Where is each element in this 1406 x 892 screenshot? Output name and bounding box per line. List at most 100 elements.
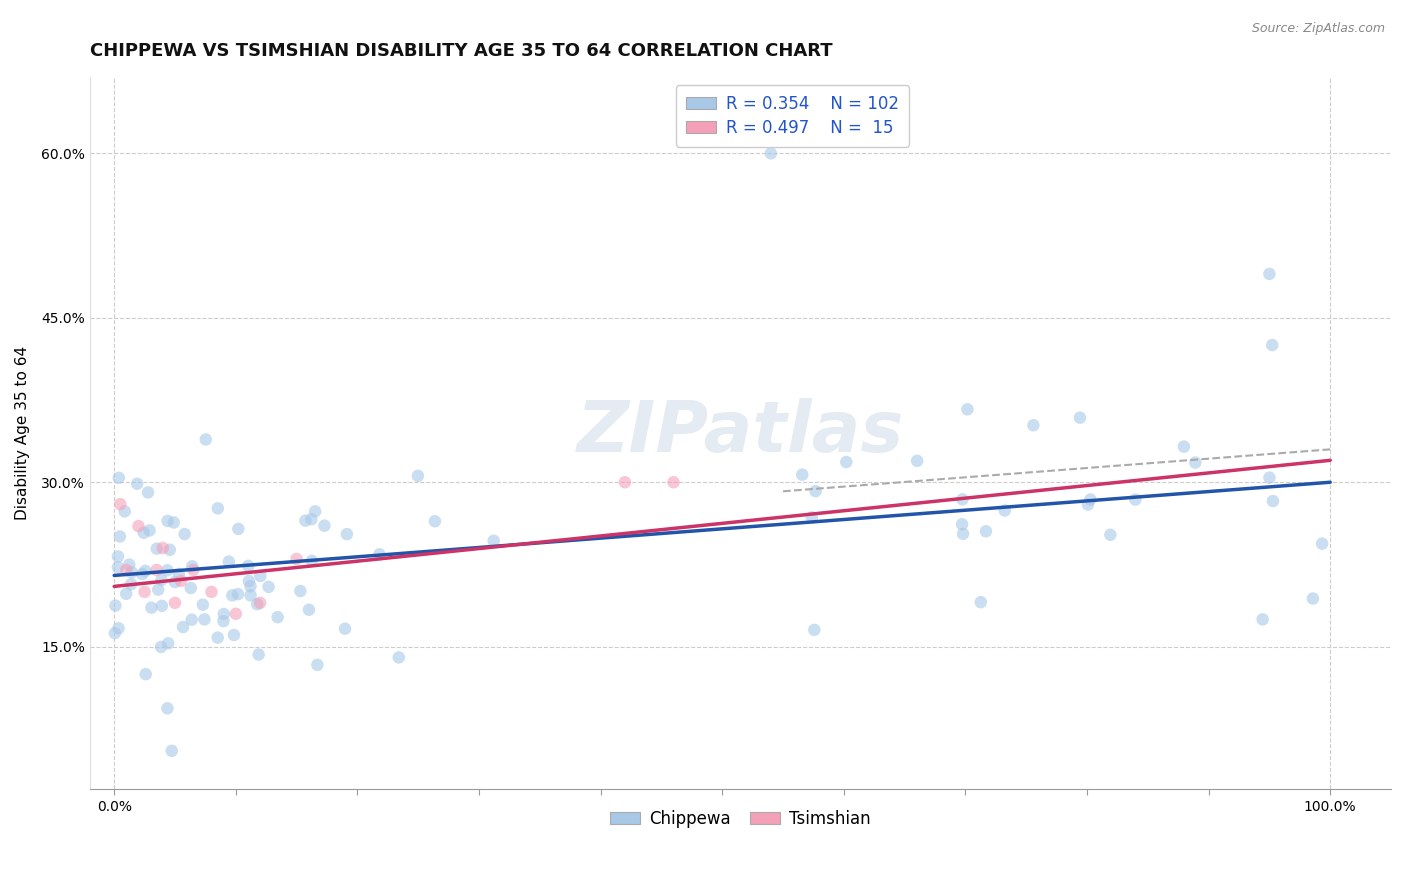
Point	[132, 525, 155, 540]
Point	[1069, 410, 1091, 425]
Point	[173, 527, 195, 541]
Point	[1310, 536, 1333, 550]
Point	[207, 631, 229, 645]
Point	[406, 468, 429, 483]
Point	[307, 657, 329, 672]
Point	[299, 512, 322, 526]
Point	[759, 146, 782, 161]
Point	[118, 558, 141, 572]
Point	[994, 503, 1017, 517]
Point	[159, 542, 181, 557]
Point	[218, 555, 240, 569]
Point	[257, 580, 280, 594]
Point	[1184, 456, 1206, 470]
Point	[238, 574, 260, 588]
Point	[221, 588, 243, 602]
Point	[333, 622, 356, 636]
Point	[150, 599, 173, 613]
Point	[104, 626, 127, 640]
Point	[952, 492, 974, 507]
Point	[1077, 498, 1099, 512]
Point	[1022, 418, 1045, 433]
Point	[160, 744, 183, 758]
Point	[1302, 591, 1324, 606]
Point	[239, 588, 262, 602]
Point	[156, 514, 179, 528]
Point	[301, 554, 323, 568]
Point	[135, 667, 157, 681]
Point	[163, 596, 186, 610]
Point	[212, 607, 235, 621]
Point	[193, 612, 215, 626]
Point	[1099, 528, 1122, 542]
Point	[107, 621, 129, 635]
Point	[368, 547, 391, 561]
Point	[238, 558, 260, 573]
Point	[266, 610, 288, 624]
Point	[136, 485, 159, 500]
Legend: Chippewa, Tsimshian: Chippewa, Tsimshian	[603, 803, 877, 834]
Point	[120, 577, 142, 591]
Text: Source: ZipAtlas.com: Source: ZipAtlas.com	[1251, 22, 1385, 36]
Point	[294, 514, 316, 528]
Point	[163, 575, 186, 590]
Point	[110, 497, 132, 511]
Point	[156, 563, 179, 577]
Point	[145, 541, 167, 556]
Point	[104, 599, 127, 613]
Point	[181, 559, 204, 574]
Point	[127, 519, 149, 533]
Point	[388, 650, 411, 665]
Text: CHIPPEWA VS TSIMSHIAN DISABILITY AGE 35 TO 64 CORRELATION CHART: CHIPPEWA VS TSIMSHIAN DISABILITY AGE 35 …	[90, 42, 832, 60]
Point	[290, 584, 312, 599]
Point	[482, 533, 505, 548]
Point	[1261, 338, 1284, 352]
Point	[150, 573, 173, 587]
Point	[800, 510, 823, 524]
Point	[974, 524, 997, 539]
Point	[249, 569, 271, 583]
Point	[1080, 492, 1102, 507]
Point	[336, 527, 359, 541]
Point	[152, 541, 174, 555]
Point	[167, 566, 190, 581]
Point	[285, 552, 308, 566]
Point	[239, 579, 262, 593]
Point	[228, 522, 250, 536]
Point	[115, 563, 138, 577]
Point	[662, 475, 685, 490]
Point	[222, 628, 245, 642]
Point	[107, 560, 129, 574]
Point	[1125, 492, 1147, 507]
Point	[792, 467, 814, 482]
Point	[1173, 440, 1195, 454]
Point	[956, 402, 979, 417]
Point	[246, 597, 269, 611]
Point	[835, 455, 858, 469]
Point	[226, 587, 249, 601]
Point	[114, 504, 136, 518]
Point	[145, 563, 167, 577]
Point	[950, 517, 973, 532]
Point	[141, 600, 163, 615]
Point	[212, 614, 235, 628]
Point	[970, 595, 993, 609]
Point	[138, 524, 160, 538]
Point	[180, 581, 202, 595]
Point	[952, 527, 974, 541]
Point	[156, 701, 179, 715]
Point	[115, 587, 138, 601]
Point	[249, 596, 271, 610]
Point	[127, 476, 149, 491]
Point	[304, 504, 326, 518]
Point	[207, 501, 229, 516]
Point	[170, 574, 193, 588]
Text: ZIPatlas: ZIPatlas	[576, 399, 904, 467]
Y-axis label: Disability Age 35 to 64: Disability Age 35 to 64	[15, 346, 30, 520]
Point	[172, 620, 194, 634]
Point	[191, 598, 214, 612]
Point	[200, 585, 222, 599]
Point	[905, 454, 928, 468]
Point	[131, 566, 153, 581]
Point	[314, 518, 336, 533]
